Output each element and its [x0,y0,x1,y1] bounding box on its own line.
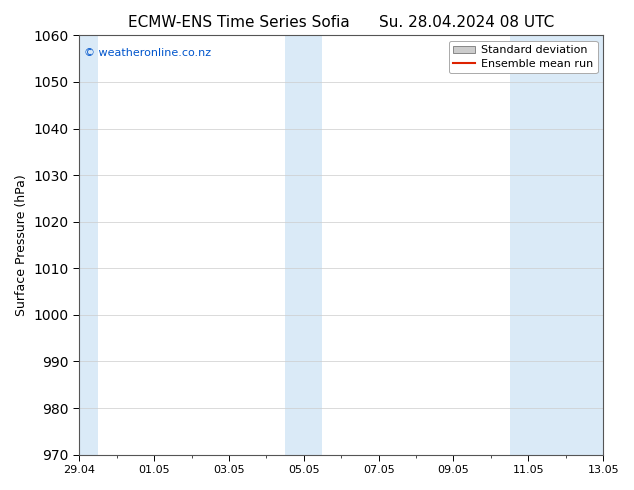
Y-axis label: Surface Pressure (hPa): Surface Pressure (hPa) [15,174,28,316]
Legend: Standard deviation, Ensemble mean run: Standard deviation, Ensemble mean run [449,41,598,73]
Bar [510,35,603,455]
Bar [285,35,323,455]
Bar [79,35,98,455]
Title: ECMW-ENS Time Series Sofia      Su. 28.04.2024 08 UTC: ECMW-ENS Time Series Sofia Su. 28.04.202… [128,15,554,30]
Text: © weatheronline.co.nz: © weatheronline.co.nz [84,48,212,58]
